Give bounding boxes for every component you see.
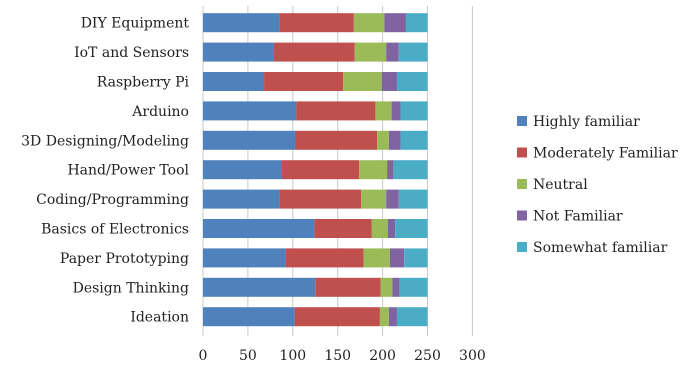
bar-segment <box>387 219 396 238</box>
bars <box>203 13 428 327</box>
x-tick-label: 150 <box>324 348 351 364</box>
bar-segment <box>377 130 389 150</box>
x-tick-label: 250 <box>414 348 441 364</box>
category-label: Ideation <box>130 310 189 326</box>
legend-swatch <box>517 179 527 189</box>
bar-segment <box>353 13 385 33</box>
bar-segment <box>203 189 280 209</box>
bar-segment <box>392 277 400 297</box>
x-tick-label: 300 <box>459 348 486 364</box>
bar-segment <box>273 42 355 62</box>
legend: Highly familiar Moderately Familiar Neutra… <box>517 114 678 256</box>
legend-label: Moderately Familiar <box>533 146 678 162</box>
bar-segment <box>203 277 316 297</box>
bar-segment <box>389 248 405 268</box>
bar-segment <box>203 42 274 62</box>
category-label: IoT and Sensors <box>74 45 189 61</box>
bar-segment <box>380 277 393 297</box>
category-label: 3D Designing/Modeling <box>21 133 189 149</box>
bar-segment <box>314 219 372 238</box>
bar-segment <box>379 307 389 327</box>
x-tick-label: 50 <box>239 348 257 364</box>
bar-segment <box>404 248 428 268</box>
bar-segment <box>375 101 392 121</box>
bar-segment <box>384 13 406 33</box>
bar-segment <box>294 307 380 327</box>
legend-label: Somewhat familiar <box>533 240 668 256</box>
bar-segment <box>395 219 428 238</box>
category-label: Raspberry Pi <box>97 75 190 91</box>
category-label: Hand/Power Tool <box>67 163 189 179</box>
bar-segment <box>399 277 428 297</box>
bar-segment <box>315 277 381 297</box>
bar-segment <box>203 307 295 327</box>
bar-segment <box>282 160 360 180</box>
bar-segment <box>381 72 397 91</box>
category-labels: DIY Equipment IoT and Sensors Raspberry Pi… <box>21 16 189 326</box>
category-label: Coding/Programming <box>36 192 189 208</box>
bar-segment <box>388 130 401 150</box>
legend-swatch <box>517 242 527 252</box>
bar-segment <box>203 160 283 180</box>
legend-swatch <box>517 147 527 158</box>
bar-segment <box>396 72 428 91</box>
bar-segment <box>203 130 296 150</box>
bar-segment <box>400 130 428 150</box>
bar-segment <box>203 101 297 121</box>
bar-segment <box>354 42 387 62</box>
bar-segment <box>361 189 387 209</box>
bar-segment <box>400 101 428 121</box>
category-label: DIY Equipment <box>81 16 190 32</box>
x-tick-label: 100 <box>279 348 306 364</box>
bar-segment <box>359 160 388 180</box>
bar-segment <box>203 72 265 91</box>
bar-segment <box>296 101 376 121</box>
bar-segment <box>203 13 280 33</box>
bar-segment <box>391 101 401 121</box>
x-tick-label: 200 <box>369 348 396 364</box>
category-label: Arduino <box>131 104 189 120</box>
bar-segment <box>279 13 354 33</box>
bar-segment <box>295 130 378 150</box>
bar-segment <box>203 219 315 238</box>
bar-segment <box>388 307 397 327</box>
legend-swatch <box>517 116 527 126</box>
bar-segment <box>398 42 428 62</box>
bar-segment <box>279 189 362 209</box>
bar-segment <box>393 160 428 180</box>
category-label: Basics of Electronics <box>41 222 189 238</box>
bar-segment <box>203 248 286 268</box>
legend-label: Neutral <box>533 177 588 193</box>
bar-segment <box>405 13 428 33</box>
bar-segment <box>396 307 428 327</box>
bar-segment <box>285 248 364 268</box>
x-tick-label: 0 <box>199 348 208 364</box>
bar-segment <box>264 72 344 91</box>
bar-segment <box>371 219 388 238</box>
bar-segment <box>386 42 399 62</box>
legend-label: Not Familiar <box>533 209 623 225</box>
legend-label: Highly familiar <box>533 114 640 130</box>
category-label: Paper Prototyping <box>60 251 189 267</box>
legend-swatch <box>517 210 527 221</box>
bar-segment <box>387 160 394 180</box>
bar-segment <box>386 189 399 209</box>
bar-segment <box>398 189 428 209</box>
bar-segment <box>363 248 390 268</box>
bar-segment <box>343 72 382 91</box>
x-axis-ticks: 0 50 100 150 200 250 300 <box>199 348 486 364</box>
category-label: Design Thinking <box>73 280 189 296</box>
